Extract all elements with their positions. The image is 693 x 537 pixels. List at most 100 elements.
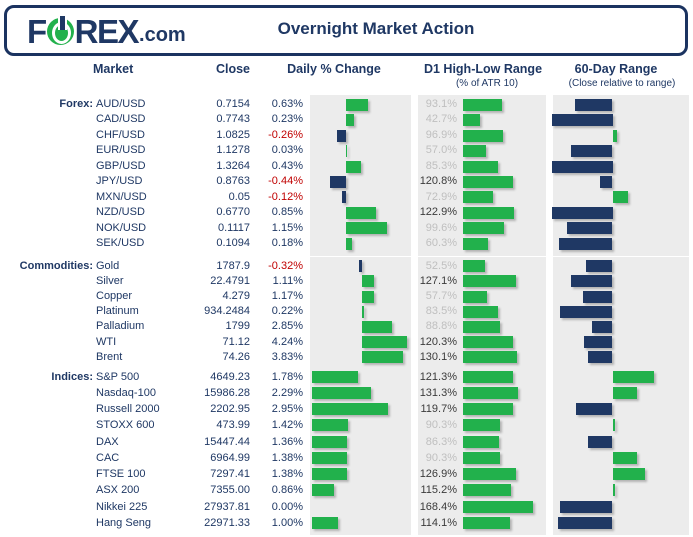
daily-change-bar [362, 305, 365, 318]
close-value: 934.2484 [204, 305, 250, 318]
range60-bar [567, 222, 613, 235]
d1-range-label: 120.3% [419, 335, 457, 348]
range60-bar [612, 129, 618, 142]
market-label: CAC [96, 451, 120, 464]
daily-change-bar [362, 351, 403, 364]
d1-range-bar [462, 160, 499, 173]
market-label: Silver [96, 274, 124, 287]
d1-range-bar [462, 145, 487, 158]
close-value: 473.99 [216, 419, 250, 432]
d1-range-bar [462, 129, 504, 142]
daily-change-value: 1.15% [271, 221, 303, 234]
daily-change-value: -0.32% [268, 259, 303, 272]
d1-range-bar [462, 222, 505, 235]
range60-bar [551, 206, 613, 219]
d1-range-label: 90.3% [425, 419, 457, 432]
daily-change-bar [311, 419, 349, 432]
d1-range-label: 119.7% [420, 403, 458, 415]
d1-range-label: 126.9% [419, 468, 457, 480]
market-label: Brent [96, 350, 123, 363]
daily-change-value: 0.23% [271, 113, 303, 126]
range60-bar [558, 237, 613, 250]
close-value: 22.4791 [210, 274, 250, 287]
d1-range-label: 122.9% [419, 206, 457, 219]
range60-bar [584, 336, 613, 349]
close-value: 0.1117 [217, 221, 250, 234]
daily-change-bar [346, 98, 369, 111]
d1-range-bar [462, 260, 485, 273]
logo-power-icon [46, 15, 74, 45]
daily-change-value: 2.95% [271, 403, 303, 415]
d1-range-label: 57.7% [425, 289, 457, 302]
daily-change-value: 0.22% [271, 305, 303, 318]
daily-change-value: 1.38% [271, 468, 303, 480]
close-value: 2202.95 [210, 403, 250, 415]
d1-range-label: 93.1% [425, 98, 457, 110]
d1-range-label: 86.3% [425, 435, 457, 448]
daily-change-bar [311, 451, 348, 464]
market-label: Palladium [96, 320, 145, 333]
market-label: FTSE 100 [96, 468, 146, 480]
d1-range-label: 90.3% [425, 451, 457, 464]
market-label: AUD/USD [96, 98, 146, 110]
range60-bar [612, 468, 646, 481]
column-header-market: Market [93, 62, 134, 76]
market-label: Russell 2000 [96, 403, 160, 415]
d1-range-label: 57.0% [425, 144, 457, 157]
daily-change-bar [311, 468, 348, 481]
range60-bar [588, 435, 613, 448]
daily-change-value: 2.85% [271, 320, 303, 333]
close-value: 1.3264 [216, 159, 250, 172]
daily-change-bar [346, 206, 377, 219]
market-label: ASX 200 [96, 484, 140, 497]
close-value: 27937.81 [204, 500, 250, 513]
daily-change-value: 1.42% [271, 419, 303, 432]
range60-bar [571, 275, 613, 288]
d1-range-bar [462, 114, 481, 127]
range60-bar [591, 320, 613, 333]
range60-bar [551, 160, 613, 173]
d1-range-bar [462, 206, 515, 219]
close-value: 1799 [225, 320, 250, 333]
daily-change-value: 1.36% [271, 435, 303, 448]
column-header-daily-change: Daily % Change [287, 62, 381, 76]
daily-change-bar [341, 191, 346, 204]
market-label: Hang Seng [96, 516, 152, 529]
d1-range-label: 85.3% [425, 159, 457, 172]
d1-range-label: 130.1% [419, 350, 457, 363]
close-value: 0.1094 [216, 237, 250, 250]
daily-change-value: 0.03% [271, 144, 303, 157]
range60-bar [612, 484, 615, 497]
close-value: 7297.41 [210, 468, 250, 480]
daily-change-value: 1.17% [271, 289, 303, 302]
d1-range-label: 121.3% [419, 370, 457, 383]
close-value: 4649.23 [210, 370, 250, 383]
d1-range-label: 168.4% [419, 500, 457, 513]
logo-dot-com: .com [139, 24, 186, 46]
close-value: 22971.33 [204, 516, 250, 529]
close-value: 15986.28 [204, 386, 250, 399]
range60-bar [612, 370, 654, 383]
daily-change-bar [311, 386, 372, 399]
daily-change-bar [311, 370, 358, 383]
daily-change-value: 0.85% [271, 206, 303, 219]
daily-change-bar [362, 275, 374, 288]
d1-range-bar [462, 237, 488, 250]
column-subheader-60day-range: (Close relative to range) [568, 78, 676, 89]
market-label: SEK/USD [96, 237, 145, 250]
d1-range-label: 52.5% [425, 259, 457, 272]
range60-bar [551, 114, 613, 127]
d1-range-label: 127.1% [419, 274, 457, 287]
logo-letters-rex: REX [74, 12, 140, 50]
range60-bar [583, 290, 613, 303]
market-label: STOXX 600 [96, 419, 155, 432]
close-value: 15447.44 [204, 435, 250, 448]
range60-bar [571, 145, 613, 158]
close-value: 0.8763 [216, 175, 250, 188]
close-value: 1.0825 [216, 128, 250, 141]
daily-change-bar [346, 160, 362, 173]
column-header-d1-range: D1 High-Low Range [423, 62, 543, 76]
market-label: GBP/USD [96, 159, 146, 172]
d1-range-bar [462, 336, 514, 349]
